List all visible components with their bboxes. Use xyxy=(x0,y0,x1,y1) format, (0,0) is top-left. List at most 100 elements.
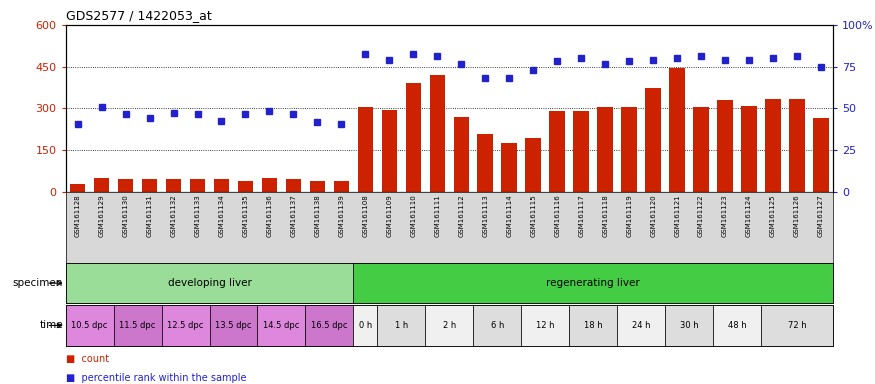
Text: GSM161108: GSM161108 xyxy=(362,194,368,237)
Text: 24 h: 24 h xyxy=(632,321,650,330)
Bar xyxy=(310,181,326,192)
Bar xyxy=(573,111,589,192)
Text: 30 h: 30 h xyxy=(680,321,698,330)
Text: ■  percentile rank within the sample: ■ percentile rank within the sample xyxy=(66,373,246,383)
Text: 12 h: 12 h xyxy=(536,321,555,330)
Text: GSM161134: GSM161134 xyxy=(219,194,225,237)
Bar xyxy=(718,100,733,192)
Bar xyxy=(209,305,257,346)
Bar xyxy=(405,83,421,192)
Bar xyxy=(478,134,494,192)
Text: GSM161115: GSM161115 xyxy=(530,194,536,237)
Text: GSM161125: GSM161125 xyxy=(770,194,776,237)
Bar xyxy=(70,184,86,192)
Bar xyxy=(354,305,377,346)
Bar xyxy=(358,107,373,192)
Bar xyxy=(66,305,114,346)
Text: GSM161121: GSM161121 xyxy=(674,194,680,237)
Text: 12.5 dpc: 12.5 dpc xyxy=(167,321,204,330)
Text: 48 h: 48 h xyxy=(728,321,746,330)
Bar xyxy=(665,305,713,346)
Text: GSM161126: GSM161126 xyxy=(794,194,800,237)
Text: 14.5 dpc: 14.5 dpc xyxy=(263,321,299,330)
Text: GSM161112: GSM161112 xyxy=(458,194,465,237)
Bar xyxy=(813,118,829,192)
Bar xyxy=(190,179,206,192)
Bar xyxy=(262,178,277,192)
Text: developing liver: developing liver xyxy=(168,278,251,288)
Bar xyxy=(570,305,617,346)
Text: GSM161135: GSM161135 xyxy=(242,194,248,237)
Text: GSM161118: GSM161118 xyxy=(602,194,608,237)
Text: GSM161130: GSM161130 xyxy=(123,194,129,237)
Text: 16.5 dpc: 16.5 dpc xyxy=(312,321,347,330)
Text: GSM161136: GSM161136 xyxy=(267,194,272,237)
Text: GSM161132: GSM161132 xyxy=(171,194,177,237)
Text: GSM161124: GSM161124 xyxy=(746,194,752,237)
Text: GSM161137: GSM161137 xyxy=(290,194,297,237)
Bar xyxy=(621,107,637,192)
Text: GSM161138: GSM161138 xyxy=(314,194,320,237)
Text: GSM161139: GSM161139 xyxy=(339,194,345,237)
Text: GSM161120: GSM161120 xyxy=(650,194,656,237)
Text: GSM161114: GSM161114 xyxy=(507,194,512,237)
Text: GSM161131: GSM161131 xyxy=(146,194,152,237)
Bar xyxy=(377,305,425,346)
Text: 1 h: 1 h xyxy=(395,321,408,330)
Text: 2 h: 2 h xyxy=(443,321,456,330)
Text: 6 h: 6 h xyxy=(491,321,504,330)
Text: GSM161111: GSM161111 xyxy=(434,194,440,237)
Text: GDS2577 / 1422053_at: GDS2577 / 1422053_at xyxy=(66,9,212,22)
Text: GSM161133: GSM161133 xyxy=(194,194,200,237)
Text: specimen: specimen xyxy=(12,278,63,288)
Text: GSM161127: GSM161127 xyxy=(818,194,824,237)
Text: GSM161119: GSM161119 xyxy=(626,194,632,237)
Bar xyxy=(285,179,301,192)
Text: time: time xyxy=(39,320,63,331)
Bar xyxy=(238,181,253,192)
Bar xyxy=(522,305,570,346)
Bar xyxy=(501,143,517,192)
Bar xyxy=(693,107,709,192)
Bar xyxy=(66,263,354,303)
Text: 11.5 dpc: 11.5 dpc xyxy=(119,321,156,330)
Bar xyxy=(257,305,305,346)
Bar xyxy=(430,75,445,192)
Bar xyxy=(526,138,541,192)
Bar xyxy=(162,305,209,346)
Text: GSM161110: GSM161110 xyxy=(410,194,416,237)
Text: 13.5 dpc: 13.5 dpc xyxy=(215,321,252,330)
Text: GSM161109: GSM161109 xyxy=(387,194,392,237)
Bar xyxy=(669,68,685,192)
Bar xyxy=(598,107,613,192)
Bar xyxy=(382,110,397,192)
Text: GSM161113: GSM161113 xyxy=(482,194,488,237)
Bar xyxy=(114,305,162,346)
Text: GSM161122: GSM161122 xyxy=(698,194,704,237)
Text: GSM161116: GSM161116 xyxy=(554,194,560,237)
Bar xyxy=(165,179,181,192)
Text: 72 h: 72 h xyxy=(788,321,807,330)
Bar xyxy=(761,305,833,346)
Bar xyxy=(354,263,833,303)
Bar xyxy=(473,305,522,346)
Text: GSM161129: GSM161129 xyxy=(99,194,105,237)
Bar xyxy=(550,111,565,192)
Bar xyxy=(305,305,354,346)
Bar xyxy=(741,106,757,192)
Bar xyxy=(617,305,665,346)
Bar xyxy=(453,117,469,192)
Bar xyxy=(789,99,805,192)
Text: GSM161128: GSM161128 xyxy=(74,194,80,237)
Bar xyxy=(118,179,133,192)
Text: 18 h: 18 h xyxy=(584,321,603,330)
Text: GSM161117: GSM161117 xyxy=(578,194,584,237)
Text: 0 h: 0 h xyxy=(359,321,372,330)
Bar xyxy=(646,88,661,192)
Bar xyxy=(214,179,229,192)
Text: regenerating liver: regenerating liver xyxy=(546,278,640,288)
Text: GSM161123: GSM161123 xyxy=(722,194,728,237)
Text: ■  count: ■ count xyxy=(66,354,108,364)
Bar xyxy=(142,179,158,192)
Text: 10.5 dpc: 10.5 dpc xyxy=(72,321,108,330)
